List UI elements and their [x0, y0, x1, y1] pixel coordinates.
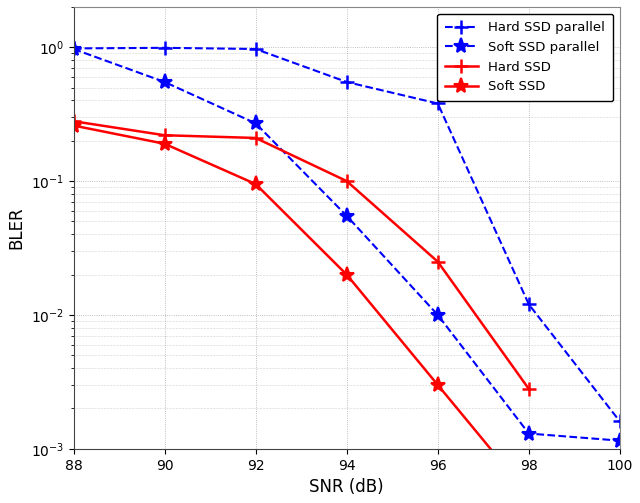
Hard SSD parallel: [434, 101, 442, 107]
Hard SSD parallel: [161, 45, 168, 51]
Soft SSD: [252, 181, 259, 187]
Soft SSD parallel: [252, 120, 259, 126]
Soft SSD: [434, 382, 442, 388]
Legend: Hard SSD parallel, Soft SSD parallel, Hard SSD, Soft SSD: Hard SSD parallel, Soft SSD parallel, Ha…: [437, 14, 613, 101]
Soft SSD parallel: [343, 213, 351, 219]
Line: Soft SSD: Soft SSD: [66, 118, 536, 503]
Hard SSD parallel: [252, 46, 259, 52]
Line: Soft SSD parallel: Soft SSD parallel: [66, 41, 627, 448]
Line: Hard SSD: Hard SSD: [67, 114, 536, 396]
Soft SSD: [525, 492, 532, 498]
Hard SSD parallel: [343, 79, 351, 85]
X-axis label: SNR (dB): SNR (dB): [309, 478, 384, 496]
Soft SSD: [70, 123, 77, 129]
Hard SSD: [252, 135, 259, 141]
Hard SSD: [434, 259, 442, 265]
Soft SSD parallel: [161, 79, 168, 85]
Soft SSD parallel: [70, 46, 77, 52]
Line: Hard SSD parallel: Hard SSD parallel: [67, 41, 627, 429]
Soft SSD: [161, 141, 168, 147]
Hard SSD parallel: [525, 301, 532, 307]
Y-axis label: BLER: BLER: [7, 207, 25, 249]
Hard SSD: [525, 386, 532, 392]
Soft SSD parallel: [525, 431, 532, 437]
Soft SSD parallel: [616, 438, 624, 444]
Hard SSD: [70, 118, 77, 124]
Soft SSD parallel: [434, 312, 442, 318]
Soft SSD: [343, 272, 351, 278]
Hard SSD: [161, 132, 168, 138]
Hard SSD: [343, 178, 351, 184]
Hard SSD parallel: [616, 418, 624, 425]
Hard SSD parallel: [70, 45, 77, 51]
